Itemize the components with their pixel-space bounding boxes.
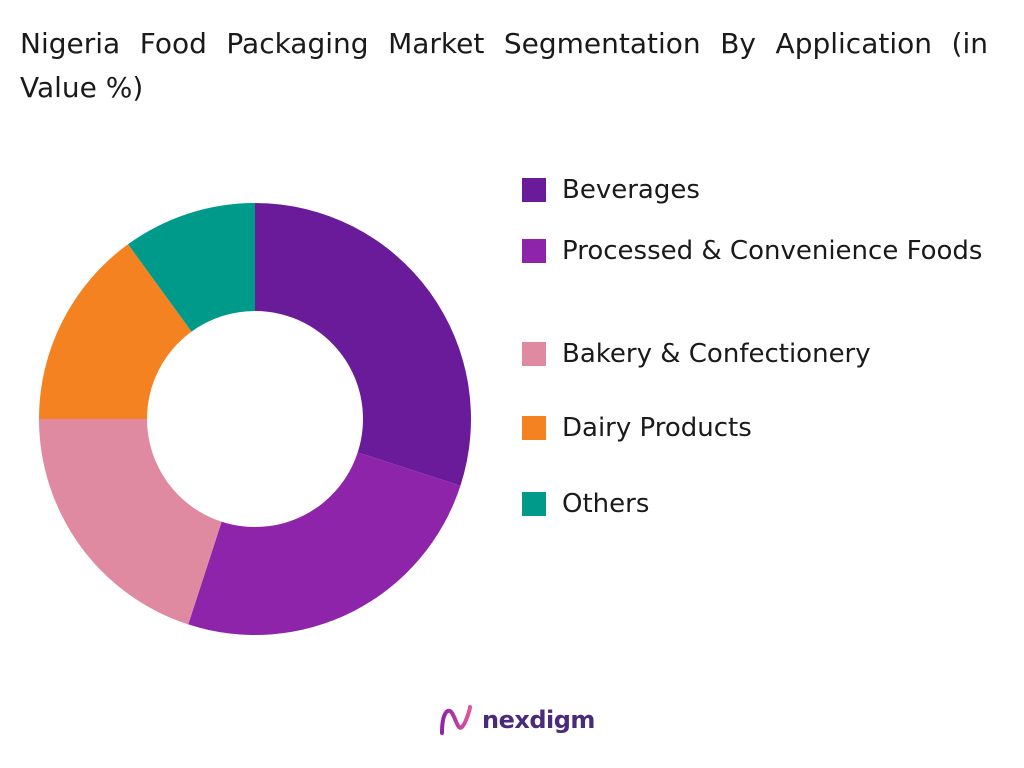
legend-swatch — [522, 492, 546, 516]
legend-item: Beverages — [522, 170, 992, 211]
brand-name: nexdigm — [482, 706, 595, 734]
legend-label: Dairy Products — [562, 413, 752, 443]
legend-swatch — [522, 178, 546, 202]
legend-swatch — [522, 416, 546, 440]
nexdigm-logo-icon — [440, 705, 472, 735]
legend-swatch — [522, 239, 546, 263]
legend-label: Processed & Convenience Foods — [562, 236, 983, 266]
donut-slice-processed-convenience-foods — [188, 452, 461, 635]
donut-slice-beverages — [255, 203, 471, 486]
legend-label: Beverages — [562, 175, 700, 205]
legend-item: Processed & Convenience Foods — [522, 231, 992, 272]
legend-item: Bakery & Confectionery — [522, 334, 992, 375]
donut-slice-bakery-confectionery — [39, 419, 222, 625]
chart-title: Nigeria Food Packaging Market Segmentati… — [20, 27, 988, 104]
donut-slice-others — [128, 203, 255, 332]
legend-label: Bakery & Confectionery — [562, 339, 871, 369]
legend-swatch — [522, 342, 546, 366]
legend-label: Others — [562, 489, 650, 519]
legend-item: Dairy Products — [522, 408, 992, 449]
brand-logo: nexdigm — [438, 703, 595, 737]
donut-chart — [39, 203, 471, 635]
donut-slice-dairy-products — [39, 244, 192, 419]
legend-item: Others — [522, 484, 992, 525]
